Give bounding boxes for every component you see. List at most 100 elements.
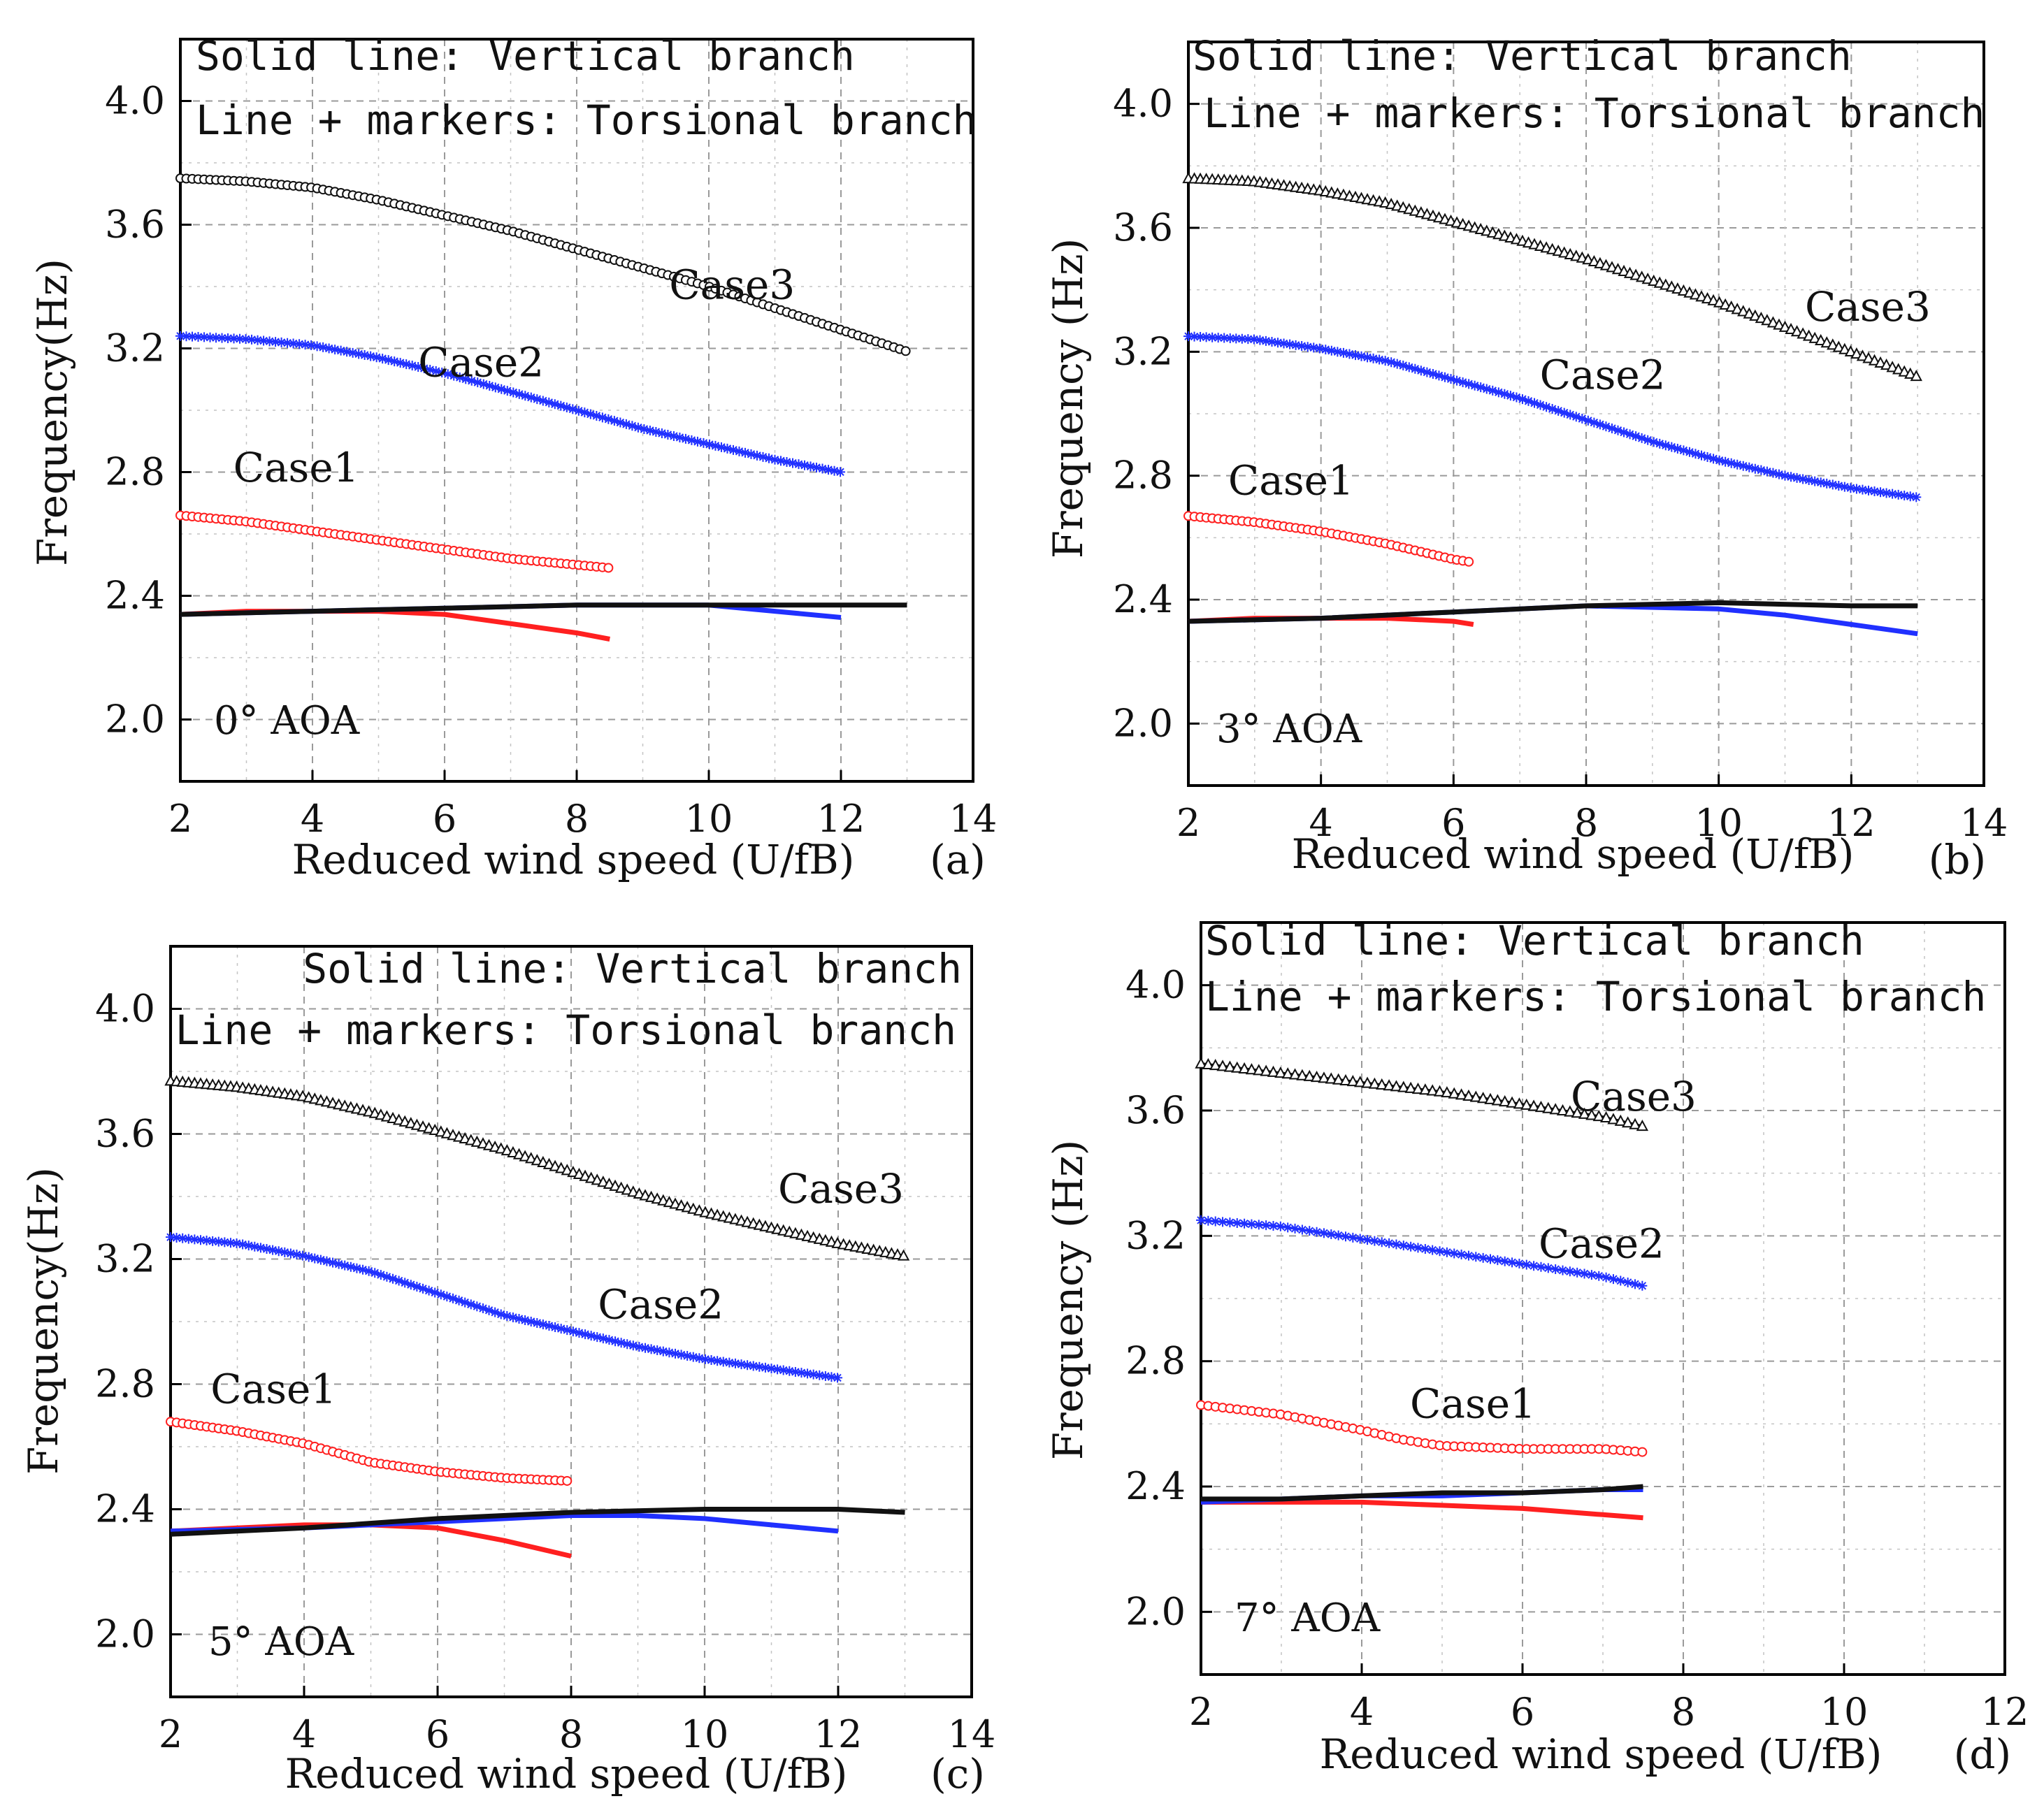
marker-case2 <box>1499 1256 1510 1266</box>
marker-case2 <box>651 426 661 437</box>
marker-case2 <box>1559 407 1569 418</box>
marker-case2 <box>383 355 394 366</box>
marker-case2 <box>1225 1217 1235 1228</box>
marker-case2 <box>345 1261 356 1272</box>
marker-case2 <box>1655 438 1665 449</box>
marker-case3 <box>1856 349 1869 361</box>
marker-case2 <box>1553 405 1564 416</box>
marker-case3 <box>669 1197 682 1209</box>
marker-case3 <box>1683 286 1696 298</box>
marker-case3 <box>1618 264 1630 277</box>
marker-case3 <box>470 1135 484 1147</box>
y-tick-label: 4.0 <box>1113 82 1173 126</box>
marker-case2 <box>544 1321 554 1331</box>
marker-case1 <box>1464 556 1474 567</box>
marker-case2 <box>342 347 352 357</box>
marker-case2 <box>1577 414 1588 424</box>
marker-case2 <box>217 333 227 343</box>
marker-case2 <box>388 1273 398 1284</box>
marker-case3 <box>1815 333 1827 346</box>
marker-case2 <box>193 331 203 342</box>
marker-case2 <box>318 342 329 352</box>
legend-vertical-branch: Solid line: Vertical branch <box>196 32 855 80</box>
marker-case2 <box>1410 363 1420 374</box>
marker-case3 <box>465 1134 477 1145</box>
marker-case2 <box>680 433 691 444</box>
x-tick-label: 2 <box>1189 1690 1213 1734</box>
marker-case3 <box>1910 369 1922 382</box>
marker-case3 <box>555 1162 568 1173</box>
marker-case2 <box>1338 347 1348 358</box>
marker-case2 <box>1667 442 1677 452</box>
marker-case2 <box>268 1245 278 1255</box>
marker-case2 <box>1189 331 1200 342</box>
marker-case2 <box>1326 345 1337 356</box>
marker-case2 <box>1613 425 1623 435</box>
marker-case3 <box>1707 294 1720 305</box>
marker-case3 <box>512 1148 526 1159</box>
marker-case3 <box>663 1196 676 1208</box>
marker-case2 <box>556 400 566 411</box>
x-tick-label: 12 <box>1981 1690 2029 1734</box>
marker-case2 <box>724 1357 735 1368</box>
marker-case2 <box>633 422 643 433</box>
marker-case3 <box>1346 1075 1360 1087</box>
marker-case2 <box>1529 1261 1539 1271</box>
series-line-case3-vertical <box>1188 600 1918 624</box>
y-tick-label: 3.6 <box>1125 1088 1186 1132</box>
marker-case3 <box>633 1187 646 1199</box>
marker-case2 <box>758 451 768 462</box>
marker-case2 <box>1434 370 1444 381</box>
marker-case2 <box>454 373 465 383</box>
series-line-case3-torsional <box>180 177 908 353</box>
marker-case2 <box>1478 1252 1488 1263</box>
marker-case2 <box>359 350 370 361</box>
legend-vertical-branch: Solid line: Vertical branch <box>1205 917 1864 964</box>
marker-case3 <box>482 1138 496 1150</box>
marker-case3 <box>1310 1071 1323 1083</box>
x-tick-label: 8 <box>1574 801 1598 845</box>
marker-case2 <box>225 1238 236 1248</box>
marker-case2 <box>1547 404 1557 414</box>
marker-case2 <box>1210 1216 1221 1227</box>
marker-case3 <box>417 1120 429 1132</box>
marker-case2 <box>803 1368 813 1379</box>
marker-case2 <box>549 399 560 410</box>
marker-case3 <box>525 1152 538 1164</box>
marker-case3 <box>1749 309 1762 321</box>
marker-case2 <box>324 343 334 354</box>
x-axis-label: Reduced wind speed (U/fB) <box>292 836 855 883</box>
marker-case3 <box>1556 1104 1569 1115</box>
marker-case2 <box>1744 462 1755 472</box>
panel-label: (d) <box>1954 1730 2011 1778</box>
marker-case3 <box>1260 1064 1272 1076</box>
x-tick-label: 8 <box>565 797 589 841</box>
marker-case2 <box>1413 1243 1423 1253</box>
marker-case3 <box>452 1130 466 1142</box>
marker-case2 <box>520 1315 531 1325</box>
marker-case2 <box>628 1340 638 1351</box>
marker-case2 <box>1320 345 1331 355</box>
marker-case2 <box>292 1250 302 1260</box>
x-tick-label: 6 <box>1511 1690 1534 1734</box>
marker-case3 <box>1850 347 1863 359</box>
marker-case2 <box>1541 402 1552 412</box>
marker-case2 <box>400 1278 410 1288</box>
marker-case2 <box>310 1253 320 1264</box>
case-label-case1: Case1 <box>1410 1380 1536 1427</box>
marker-case2 <box>478 379 489 389</box>
marker-case2 <box>1219 333 1230 343</box>
marker-case2 <box>1697 450 1707 461</box>
marker-case3 <box>681 1201 693 1213</box>
marker-case3 <box>380 1110 394 1122</box>
marker-case2 <box>829 465 840 476</box>
marker-case2 <box>1678 445 1689 456</box>
marker-case2 <box>199 332 210 342</box>
marker-case2 <box>358 1264 368 1275</box>
marker-case3 <box>1245 1063 1258 1075</box>
marker-case2 <box>442 369 453 379</box>
y-tick-label: 3.2 <box>95 1237 155 1281</box>
marker-case2 <box>746 449 756 459</box>
marker-case1 <box>562 1475 573 1486</box>
marker-case3 <box>1534 1101 1548 1113</box>
